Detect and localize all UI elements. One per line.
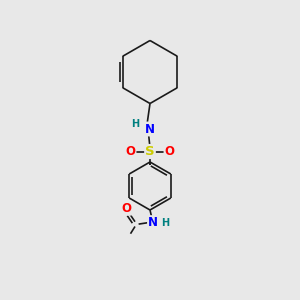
Text: N: N — [145, 122, 155, 136]
Text: O: O — [121, 202, 131, 215]
Text: H: H — [161, 218, 170, 228]
Text: N: N — [148, 216, 158, 229]
Text: H: H — [131, 118, 140, 129]
Text: O: O — [125, 145, 136, 158]
Text: O: O — [164, 145, 175, 158]
Text: S: S — [145, 145, 155, 158]
